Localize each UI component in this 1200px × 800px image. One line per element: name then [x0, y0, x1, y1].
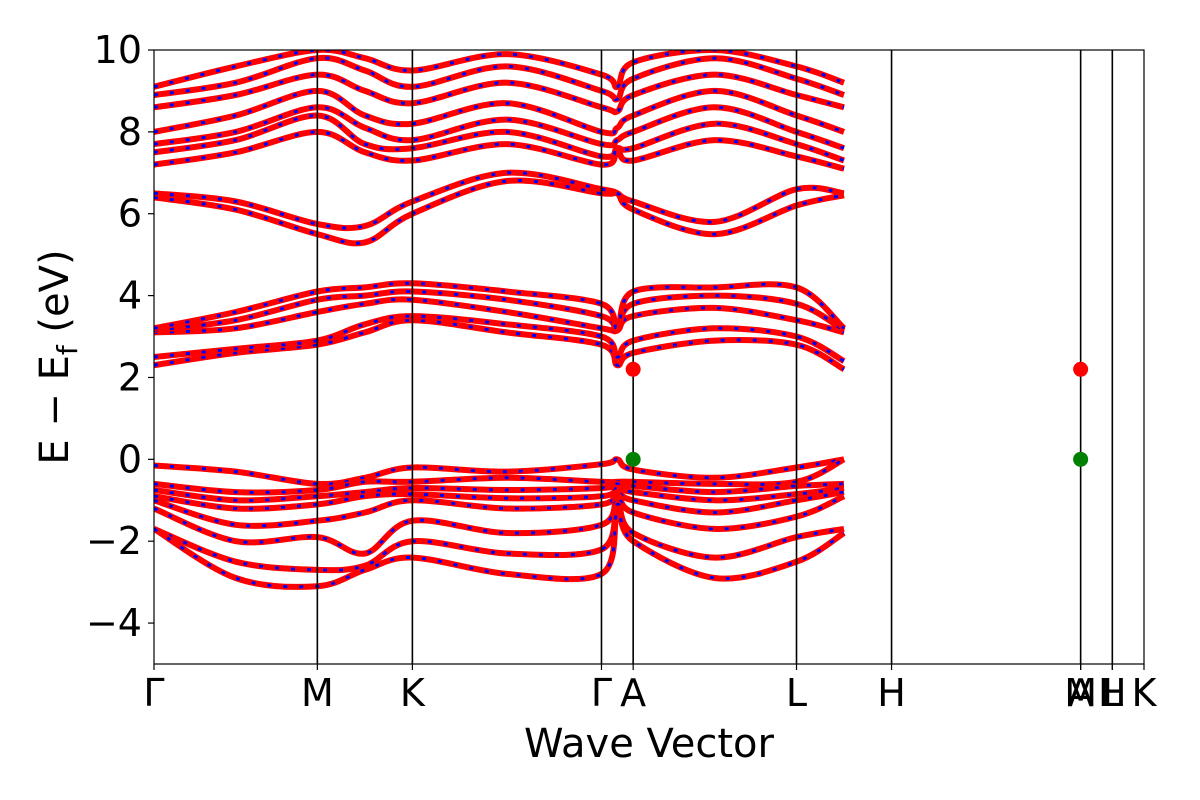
y-axis-title-main: E − E — [32, 355, 78, 465]
band-12-primary-line — [154, 280, 847, 332]
y-tick-label-4: 4 — [118, 274, 142, 318]
x-tick-label-3: Γ — [591, 671, 612, 715]
y-tick-label-6: 8 — [118, 110, 142, 154]
extremum-marker-3 — [1073, 451, 1089, 467]
x-tick-label-1: M — [301, 671, 334, 715]
y-axis-title-unit: (eV) — [32, 249, 78, 345]
x-tick-label-11: K — [1132, 671, 1158, 715]
band-20-primary-line — [154, 54, 845, 103]
x-tick-label-0: Γ — [143, 671, 164, 715]
band-13-primary-line — [154, 177, 845, 247]
x-tick-label-2: K — [400, 671, 426, 715]
band-4 — [154, 489, 845, 529]
band-20 — [154, 54, 845, 103]
band-14-primary-line — [154, 169, 845, 232]
y-axis-title: E − Ef (eV) — [32, 249, 84, 464]
band-1-secondary-line — [154, 457, 845, 494]
extremum-marker-2 — [1073, 361, 1089, 377]
band-15-secondary-line — [154, 130, 845, 171]
band-4-secondary-line — [154, 490, 845, 528]
band-17-secondary-line — [154, 105, 845, 150]
x-tick-label-8: M — [1064, 671, 1097, 715]
x-axis-title: Wave Vector — [524, 721, 775, 767]
band-18-primary-line — [154, 87, 846, 137]
band-8 — [154, 317, 846, 372]
band-7 — [154, 508, 846, 590]
bands-layer — [154, 50, 847, 590]
y-tick-label-7: 10 — [94, 28, 142, 72]
band-13 — [154, 177, 845, 247]
extrema-markers — [625, 361, 1089, 467]
band-6 — [154, 501, 845, 574]
x-tick-label-5: L — [786, 671, 807, 715]
y-tick-label-2: 0 — [118, 437, 142, 481]
band-19-secondary-line — [154, 73, 845, 114]
y-tick-label-0: −4 — [86, 601, 142, 645]
band-19 — [154, 71, 845, 116]
y-tick-label-1: −2 — [86, 519, 142, 563]
band-10-secondary-line — [154, 297, 845, 334]
band-6-secondary-line — [154, 502, 845, 572]
band-10 — [154, 296, 845, 336]
band-2 — [154, 480, 845, 504]
band-8-secondary-line — [154, 318, 845, 371]
band-5-primary-line — [154, 493, 846, 557]
y-axis-ticks: −4 −2 0 2 4 6 8 10 — [86, 28, 154, 645]
band-5 — [154, 493, 846, 557]
band-16-secondary-line — [154, 113, 845, 162]
band-6-primary-line — [154, 501, 845, 574]
band-11 — [154, 288, 846, 334]
plot-frame — [153, 49, 1145, 665]
extremum-marker-0 — [625, 361, 641, 377]
band-7-secondary-line — [154, 510, 845, 589]
band-3 — [154, 484, 845, 512]
band-9 — [154, 313, 846, 364]
y-tick-label-3: 2 — [118, 355, 142, 399]
y-axis-title-subscript: f — [51, 344, 84, 355]
band-11-secondary-line — [154, 289, 845, 333]
band-15 — [154, 128, 845, 172]
band-2-secondary-line — [154, 482, 845, 502]
band-0 — [154, 456, 845, 488]
band-9-secondary-line — [154, 314, 845, 363]
band-15-primary-line — [154, 128, 845, 172]
x-axis-ticks: Γ M K Γ A L H AM LH K — [143, 664, 1158, 715]
x-tick-label-10: H — [1098, 671, 1127, 715]
band-1 — [154, 456, 846, 496]
x-tick-label-4: A — [620, 671, 646, 715]
high-symmetry-lines — [316, 50, 1114, 664]
band-3-secondary-line — [154, 486, 845, 511]
x-tick-label-9: L — [1102, 671, 1123, 715]
band-0-secondary-line — [154, 457, 845, 486]
band-18 — [154, 87, 846, 137]
band-16 — [154, 112, 845, 164]
y-tick-label-5: 6 — [118, 192, 142, 236]
band-14 — [154, 169, 845, 232]
band-17 — [154, 104, 845, 152]
band-21-secondary-line — [154, 50, 845, 89]
x-tick-label-7: A — [1068, 671, 1094, 715]
band-12 — [154, 280, 847, 332]
x-tick-label-6: H — [877, 671, 906, 715]
extremum-marker-1 — [625, 451, 641, 467]
